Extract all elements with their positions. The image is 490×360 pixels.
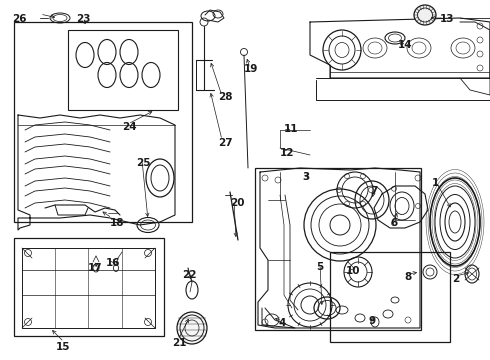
Text: 27: 27 bbox=[218, 138, 233, 148]
Bar bbox=[255, 168, 421, 330]
Text: 20: 20 bbox=[230, 198, 245, 208]
Text: 21: 21 bbox=[172, 338, 187, 348]
Bar bbox=[14, 238, 164, 336]
Bar bbox=[330, 252, 450, 342]
Text: 18: 18 bbox=[110, 218, 124, 228]
Ellipse shape bbox=[177, 312, 207, 344]
Text: 4: 4 bbox=[278, 318, 285, 328]
Text: 14: 14 bbox=[398, 40, 413, 50]
Text: 12: 12 bbox=[280, 148, 294, 158]
Text: 9: 9 bbox=[368, 316, 375, 326]
Text: 13: 13 bbox=[440, 14, 455, 24]
Text: 23: 23 bbox=[76, 14, 91, 24]
Text: 16: 16 bbox=[106, 258, 121, 268]
Text: 2: 2 bbox=[452, 274, 459, 284]
Text: 17: 17 bbox=[88, 263, 102, 273]
Text: 7: 7 bbox=[370, 186, 377, 196]
Text: 6: 6 bbox=[390, 218, 397, 228]
Text: 22: 22 bbox=[182, 270, 196, 280]
Bar bbox=[14, 22, 192, 222]
Text: 1: 1 bbox=[432, 178, 439, 188]
Text: 3: 3 bbox=[302, 172, 309, 182]
Text: 24: 24 bbox=[122, 122, 137, 132]
Text: 5: 5 bbox=[316, 262, 323, 272]
Text: 25: 25 bbox=[136, 158, 150, 168]
Bar bbox=[68, 30, 178, 110]
Text: 11: 11 bbox=[284, 124, 298, 134]
Text: 28: 28 bbox=[218, 92, 232, 102]
Text: 10: 10 bbox=[346, 266, 361, 276]
Ellipse shape bbox=[414, 5, 436, 25]
Text: 8: 8 bbox=[404, 272, 411, 282]
Text: 15: 15 bbox=[56, 342, 71, 352]
Text: 19: 19 bbox=[244, 64, 258, 74]
Text: 26: 26 bbox=[12, 14, 26, 24]
